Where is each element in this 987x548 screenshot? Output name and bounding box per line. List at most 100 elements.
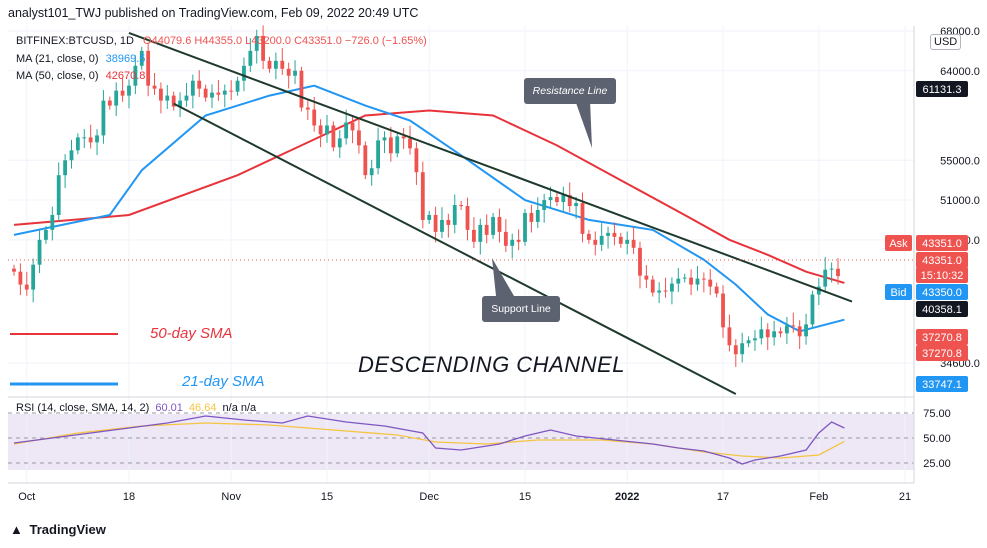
price-badge-label: 37270.8 [922, 332, 962, 344]
candle-body [56, 175, 61, 215]
tradingview-logo-icon: ▲ [10, 522, 23, 537]
candle-body [427, 214, 432, 220]
candle-body [701, 278, 706, 280]
symbol-label[interactable]: BITFINEX:BTCUSD, 1D [16, 35, 134, 47]
candle-body [197, 80, 202, 89]
candle-body [695, 278, 700, 285]
candle-body [101, 100, 106, 136]
rsi-axis-label: 50.00 [923, 433, 951, 445]
candle-body [759, 329, 764, 339]
candle-body [222, 90, 227, 95]
candle-body [229, 90, 234, 92]
candle-body [433, 214, 438, 232]
candle-body [523, 212, 527, 242]
candle-body [625, 239, 630, 244]
candle-body [273, 60, 278, 69]
candle-body [708, 279, 713, 287]
candle-body [829, 268, 834, 270]
price-badge [916, 252, 968, 268]
x-tick-label: 15 [321, 491, 333, 503]
candle-body [797, 326, 802, 337]
candle-body [618, 236, 623, 244]
candle-body [503, 231, 508, 246]
candle-body [369, 168, 374, 176]
candle-body [305, 107, 310, 110]
rsi-label[interactable]: RSI (14, close, SMA, 14, 2) [16, 402, 150, 414]
ma50-label[interactable]: MA (50, close, 0) [16, 70, 99, 82]
candle-body [497, 216, 502, 232]
candle-body [350, 122, 355, 131]
candle-body [721, 293, 725, 328]
candle-body [580, 203, 585, 234]
candle-body [178, 100, 182, 107]
candle-body [299, 70, 304, 108]
candle-body [414, 148, 419, 173]
candle-body [408, 138, 412, 149]
x-tick-label: Nov [221, 491, 241, 503]
y-tick-label: 34600.0 [940, 358, 980, 370]
candle-body [152, 85, 157, 89]
candle-body [203, 88, 208, 98]
support-line [173, 102, 737, 395]
ma21-label[interactable]: MA (21, close, 0) [16, 53, 99, 65]
candle-body [388, 137, 393, 154]
candle-body [120, 90, 125, 96]
candle-body [395, 136, 400, 154]
price-tag-badge [885, 235, 912, 251]
x-tick-label: 2022 [615, 491, 639, 503]
candle-body [644, 275, 649, 280]
candle-body [337, 138, 342, 148]
rsi-na: n/a n/a [222, 402, 257, 414]
x-tick-label: 15 [519, 491, 531, 503]
candle-body [216, 92, 221, 95]
candle-body [37, 239, 42, 265]
candle-body [631, 239, 636, 248]
candle-body [261, 35, 266, 61]
rsi-axis: 75.00 50.00 25.00 [923, 408, 951, 470]
candle-body [88, 137, 93, 143]
price-badge [916, 284, 968, 300]
candle-body [606, 232, 610, 236]
ohlc-values: O44079.6 H44355.0 L43200.0 C43351.0 −726… [143, 35, 427, 47]
price-badge-label: 43351.0 [922, 238, 962, 250]
price-badge-label: 40358.1 [922, 304, 962, 316]
x-tick-label: 21 [899, 491, 911, 503]
descending-channel [128, 32, 853, 395]
legend-symbol-row: BITFINEX:BTCUSD, 1D O44079.6 H44355.0 L4… [16, 35, 427, 47]
rsi-line [13, 415, 845, 465]
ma21-value: 38969.5 [105, 53, 146, 65]
candle-body [254, 35, 259, 51]
tradingview-brand[interactable]: ▲ TradingView [10, 522, 106, 537]
x-tick-label: 18 [123, 491, 135, 503]
price-tag-badge [885, 284, 912, 300]
candle-body [459, 205, 464, 207]
rsi-sma-line [13, 422, 845, 459]
legend-ma21-row: MA (21, close, 0) 38969.5 [16, 53, 145, 65]
candle-body [376, 140, 380, 169]
candle-body [465, 206, 470, 230]
currency-button[interactable]: USD [930, 34, 962, 50]
candle-body [344, 122, 349, 139]
price-badge-label: 15:10:32 [921, 270, 964, 282]
price-badge [916, 301, 968, 317]
candle-body [139, 50, 144, 66]
candle-body [440, 219, 444, 232]
candle-body [772, 331, 777, 338]
candle-body [401, 136, 406, 139]
candle-body [746, 340, 751, 344]
candle-body [816, 286, 821, 295]
candle-body [676, 278, 681, 284]
price-badge [916, 267, 968, 283]
candle-body [542, 200, 547, 210]
price-badge [916, 329, 968, 345]
candle-body [491, 216, 495, 235]
rsi-legend: RSI (14, close, SMA, 14, 2) 60.01 46.64 … [16, 402, 256, 414]
candle-body [529, 212, 534, 222]
candle-body [599, 235, 604, 245]
candle-body [107, 100, 112, 106]
candle-body [357, 130, 361, 146]
channel-title: DESCENDING CHANNEL [358, 352, 625, 377]
candle-body [210, 92, 214, 98]
resistance-callout-box [524, 78, 616, 104]
